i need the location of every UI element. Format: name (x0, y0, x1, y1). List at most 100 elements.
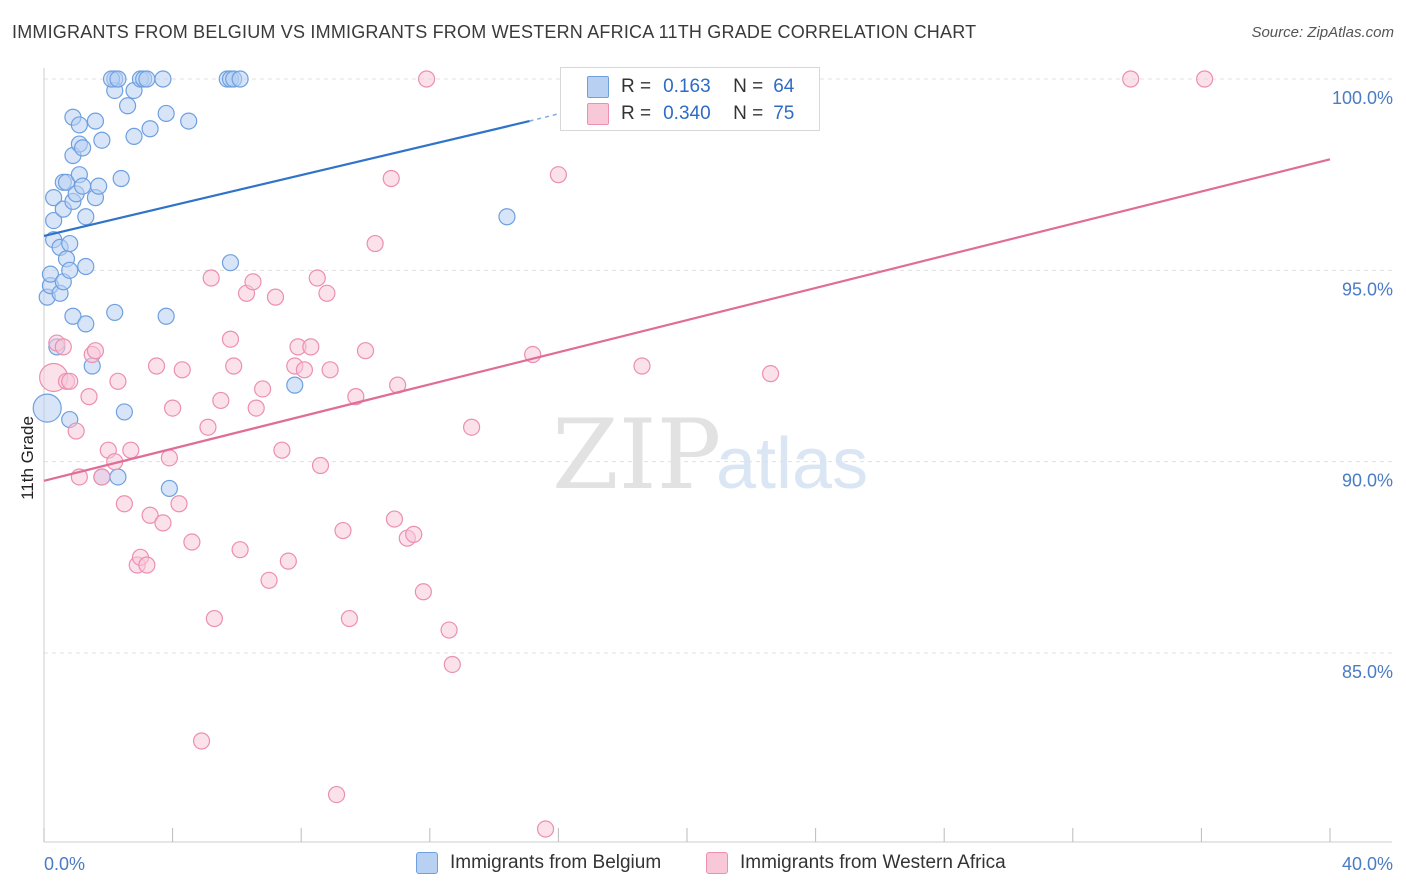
western-africa-point (173, 361, 191, 379)
western-africa-point (295, 361, 314, 379)
western-africa-point (356, 342, 375, 360)
western-africa-point (138, 556, 156, 574)
western-africa-point (244, 273, 262, 291)
y-tick-label: 90.0% (1342, 471, 1393, 491)
belgium-point (77, 208, 95, 226)
belgium-point (180, 112, 198, 130)
belgium-points (32, 70, 516, 498)
western-africa-point (382, 169, 400, 188)
belgium-point (77, 257, 95, 276)
western-africa-point (109, 372, 127, 390)
western-africa-point (141, 506, 159, 524)
legend-swatch-belgium (416, 852, 438, 874)
western-africa-point (414, 583, 432, 601)
legend-r-value-western-africa: 0.340 (663, 103, 711, 124)
western-africa-point (205, 609, 223, 628)
y-axis-title: 11th Grade (18, 416, 37, 500)
western-africa-point (279, 552, 297, 570)
legend-item-western-africa[interactable]: Immigrants from Western Africa (706, 852, 1006, 874)
western-africa-point (154, 514, 172, 532)
tick-labels: 85.0% 90.0% 95.0% 100.0% 0.0% 40.0% (44, 88, 1393, 874)
belgium-point (64, 307, 82, 325)
western-africa-point (1122, 70, 1140, 88)
y-tick-label: 95.0% (1342, 279, 1393, 299)
belgium-point (231, 70, 249, 88)
western-africa-point (440, 621, 458, 639)
western-africa-point (340, 609, 359, 628)
western-africa-point (266, 288, 285, 306)
western-africa-point (311, 456, 330, 475)
legend-r-label: R = (621, 76, 652, 97)
western-africa-point (417, 70, 436, 88)
legend-swatch-western-africa (587, 103, 609, 125)
belgium-point (221, 254, 240, 272)
legend-n-label: N = (733, 76, 764, 97)
western-africa-point (318, 284, 336, 302)
belgium-point (93, 131, 111, 149)
belgium-point (45, 189, 63, 207)
belgium-point (160, 479, 178, 498)
western-africa-point (254, 380, 272, 398)
correlation-legend: R = 0.163 N = 64 R = 0.340 N = 75 (560, 67, 820, 131)
axes: 11th Grade (18, 68, 1392, 843)
belgium-trend-line (43, 120, 530, 237)
belgium-point (154, 70, 172, 88)
chart-source: Source: ZipAtlas.com (1251, 24, 1394, 41)
western-africa-point (54, 338, 72, 356)
series-legend: Immigrants from Belgium Immigrants from … (0, 852, 1406, 878)
western-africa-point (192, 732, 211, 750)
western-africa-point (93, 468, 111, 486)
western-africa-point (549, 166, 568, 184)
legend-n-value-belgium: 64 (773, 76, 795, 97)
western-africa-point (385, 510, 404, 528)
western-africa-point (247, 399, 265, 417)
belgium-point (77, 315, 95, 333)
western-africa-point (334, 521, 352, 540)
belgium-point (125, 127, 143, 145)
belgium-point (157, 307, 175, 325)
western-africa-point (443, 655, 461, 674)
legend-swatch-western-africa (706, 852, 728, 874)
western-africa-point (327, 785, 346, 804)
belgium-point (61, 234, 79, 253)
western-africa-point (61, 372, 79, 390)
belgium-point (118, 97, 137, 115)
western-africa-point (633, 357, 651, 375)
x-tick-label: 0.0% (44, 854, 85, 874)
watermark: ZIP atlas (552, 399, 868, 511)
belgium-point (61, 261, 79, 279)
belgium-point (73, 177, 92, 195)
western-africa-point (302, 338, 320, 356)
legend-item-belgium[interactable]: Immigrants from Belgium (416, 852, 661, 874)
belgium-point (57, 173, 76, 191)
belgium-point (45, 211, 63, 230)
belgium-point (90, 177, 108, 195)
western-africa-point (321, 361, 339, 379)
western-africa-point (160, 449, 178, 467)
gridlines (44, 78, 1392, 654)
belgium-point (70, 116, 88, 134)
belgium-point (141, 120, 159, 138)
belgium-trend-extension (529, 105, 591, 122)
western-africa-point (308, 269, 326, 287)
western-africa-point (147, 357, 166, 375)
western-africa-point (225, 357, 243, 375)
belgium-point (286, 376, 304, 394)
western-africa-point (115, 495, 133, 513)
belgium-point (32, 393, 62, 423)
western-africa-point (273, 441, 291, 459)
legend-r-label: R = (621, 103, 652, 124)
western-africa-points (39, 70, 1214, 838)
western-africa-point (86, 342, 105, 360)
watermark-atlas: atlas (716, 424, 868, 504)
legend-r-value-belgium: 0.163 (663, 76, 711, 97)
belgium-point (115, 403, 133, 421)
western-africa-point (122, 441, 140, 459)
western-africa-point (536, 820, 555, 838)
western-africa-point (761, 365, 780, 383)
belgium-point (106, 303, 124, 322)
western-africa-point (212, 391, 230, 410)
western-africa-point (231, 541, 249, 559)
western-africa-point (366, 234, 384, 253)
